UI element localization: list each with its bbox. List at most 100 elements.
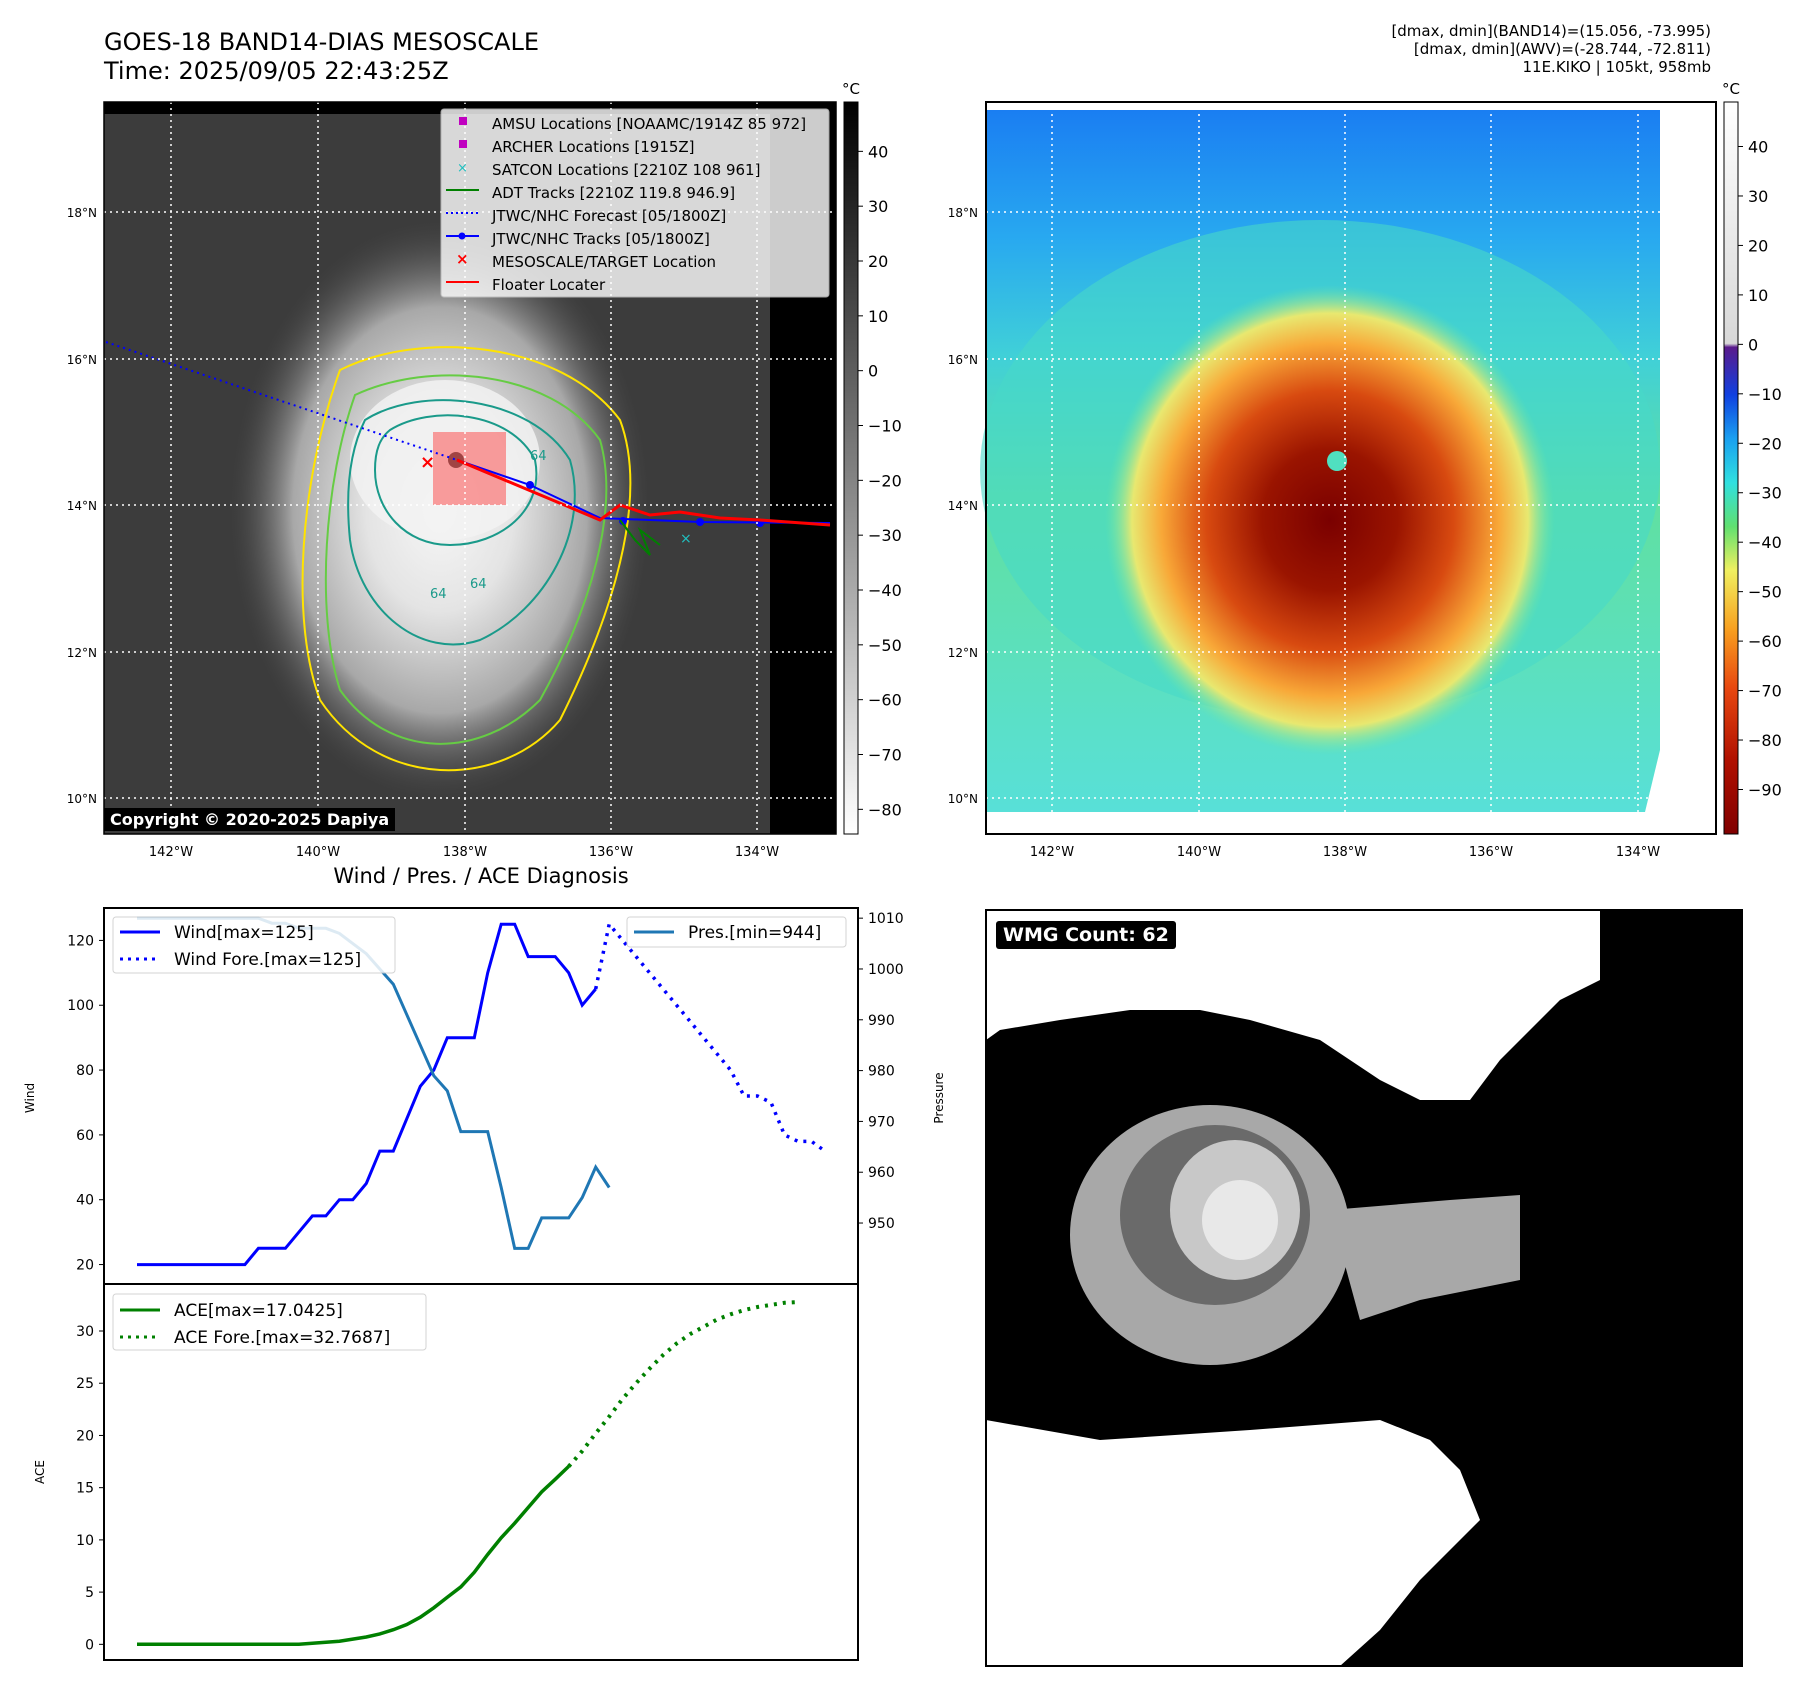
awv-map-frame	[985, 101, 1717, 835]
lon-label: 136°W	[1469, 845, 1513, 860]
pressure-tick-label: 1000	[868, 962, 904, 978]
lon-label: 138°W	[1323, 845, 1367, 860]
satcon-marker: ×	[680, 531, 692, 547]
wind-legend-label: Wind[max=125]	[174, 923, 314, 943]
colorbar-tick-label: −30	[868, 526, 902, 545]
green-contour	[324, 374, 608, 745]
track-point	[696, 518, 704, 526]
lon-label: 134°W	[735, 845, 779, 860]
ace-axis-label: ACE	[33, 1460, 47, 1484]
title-line-1: GOES-18 BAND14-DIAS MESOSCALE	[104, 28, 540, 56]
info-line-1: [dmax, dmin](BAND14)=(15.056, -73.995)	[1391, 22, 1711, 40]
adt-track-line	[619, 519, 661, 556]
legend-item-tracks: JTWC/NHC Tracks [05/1800Z]	[492, 230, 710, 248]
lon-label: 142°W	[1030, 845, 1074, 860]
ace-tick-label: 20	[76, 1428, 94, 1444]
colorbar-tick-label: −60	[1748, 632, 1782, 651]
legend-marker-target: ×	[456, 250, 469, 268]
legend-item-floater: Floater Locater	[492, 276, 606, 294]
wind-tick-label: 100	[67, 998, 94, 1014]
lat-label: 12°N	[948, 646, 978, 660]
pressure-tick-label: 970	[868, 1114, 895, 1130]
title-line-2: Time: 2025/09/05 22:43:25Z	[104, 57, 449, 85]
lon-label: 140°W	[1177, 845, 1221, 860]
chart-title: GOES-18 BAND14-DIAS MESOSCALE Time: 2025…	[104, 28, 539, 86]
colorbar-tick-label: −70	[868, 745, 902, 764]
lat-label: 14°N	[67, 499, 97, 513]
colorbar-tick-label: −50	[868, 636, 902, 655]
lon-label: 138°W	[443, 845, 487, 860]
colorbar-tick-label: −30	[1748, 484, 1782, 503]
wmg-frame	[985, 909, 1743, 1667]
colorbar-tick-label: 40	[868, 142, 888, 161]
wind-forecast-line	[593, 920, 827, 1153]
colorbar-tick-label: 20	[1748, 236, 1768, 255]
awv-map-lat-labels: 18°N 16°N 14°N 12°N 10°N	[948, 206, 978, 806]
awv-colorbar-unit: °C	[1722, 80, 1740, 98]
colorbar-tick-label: −50	[1748, 583, 1782, 602]
colorbar-tick-label: −60	[868, 691, 902, 710]
contour-label-3: 64	[430, 587, 447, 602]
ir-map-lon-labels: 142°W 140°W 138°W 136°W 134°W	[149, 845, 779, 860]
contour-label-2: 64	[470, 577, 487, 592]
legend-marker-amsu	[459, 117, 467, 125]
storm-cold-tops	[1105, 285, 1555, 755]
mesoscale-target-box	[433, 432, 506, 505]
colorbar-tick-label: −10	[868, 417, 902, 436]
ace-tick-label: 15	[76, 1481, 94, 1497]
legend-item-forecast: JTWC/NHC Forecast [05/1800Z]	[492, 207, 727, 225]
colorbar-tick-label: −70	[1748, 682, 1782, 701]
yellow-contour	[301, 346, 632, 772]
ir-map-lat-labels: 18°N 16°N 14°N 12°N 10°N	[67, 206, 97, 806]
wmg-warm-region-bottom	[986, 1420, 1480, 1666]
lon-label: 140°W	[296, 845, 340, 860]
teal-contour-outer	[347, 399, 576, 646]
pressure-tick-label: 1010	[868, 911, 904, 927]
legend-labels: AMSU Locations [NOAAMC/1914Z 85 972] ARC…	[492, 113, 806, 297]
storm-eye	[448, 452, 464, 468]
wmg-eye	[1202, 1180, 1278, 1260]
contour-label-1: 64	[530, 449, 547, 464]
pressure-legend	[626, 916, 847, 948]
wmg-core	[1170, 1140, 1300, 1280]
legend-markers: × ×	[446, 117, 479, 283]
legend-marker-tracks-dot	[458, 232, 466, 240]
map-legend	[440, 108, 830, 298]
pressure-legend-label: Pres.[min=944]	[688, 923, 821, 943]
legend-item-amsu: AMSU Locations [NOAAMC/1914Z 85 972]	[492, 115, 807, 133]
pressure-tick-label: 950	[868, 1216, 895, 1232]
colorbar-tick-label: 0	[868, 362, 878, 381]
lat-label: 10°N	[67, 792, 97, 806]
colorbar-tick-label: 30	[868, 197, 888, 216]
colorbar-tick-label: −80	[868, 800, 902, 819]
wind-legend	[112, 916, 396, 974]
awv-map-gridlines	[986, 102, 1716, 834]
awv-colorbar-ticks: 40 30 20 10 0 −10 −20 −30 −40 −50 −60 −70 −80 −90	[1738, 138, 1782, 799]
info-line-2: [dmax, dmin](AWV)=(-28.744, -72.811)	[1413, 40, 1711, 58]
wind-series-line	[137, 922, 597, 1267]
ace-series-line	[137, 1465, 570, 1647]
ace-legend-label: ACE[max=17.0425]	[174, 1301, 343, 1321]
lon-label: 134°W	[1616, 845, 1660, 860]
central-dense-overcast	[350, 380, 540, 540]
lon-label: 136°W	[589, 845, 633, 860]
colorbar-tick-label: 0	[1748, 335, 1758, 354]
diagnosis-title: Wind / Pres. / ACE Diagnosis	[333, 864, 629, 888]
forecast-track-line	[105, 341, 458, 461]
colorbar-tick-label: −10	[1748, 385, 1782, 404]
lat-label: 14°N	[948, 499, 978, 513]
ir-colorbar	[843, 101, 859, 835]
best-track-line	[456, 459, 831, 524]
ir-colorbar-unit: °C	[842, 80, 860, 98]
info-line-3: 11E.KIKO | 105kt, 958mb	[1522, 58, 1711, 76]
colorbar-tick-label: −20	[868, 471, 902, 490]
wind-tick-label: 40	[76, 1193, 94, 1209]
storm-info: [dmax, dmin](BAND14)=(15.056, -73.995) […	[1391, 22, 1711, 76]
awv-map-lon-labels: 142°W 140°W 138°W 136°W 134°W	[1030, 845, 1660, 860]
lat-label: 18°N	[948, 206, 978, 220]
wmg-cold-ring	[986, 990, 1520, 1420]
lat-label: 16°N	[948, 353, 978, 367]
pressure-tick-label: 990	[868, 1013, 895, 1029]
wind-fore-legend-label: Wind Fore.[max=125]	[174, 950, 361, 970]
ir-map-panel: 64 64 64 × × × × 1	[67, 80, 1782, 860]
